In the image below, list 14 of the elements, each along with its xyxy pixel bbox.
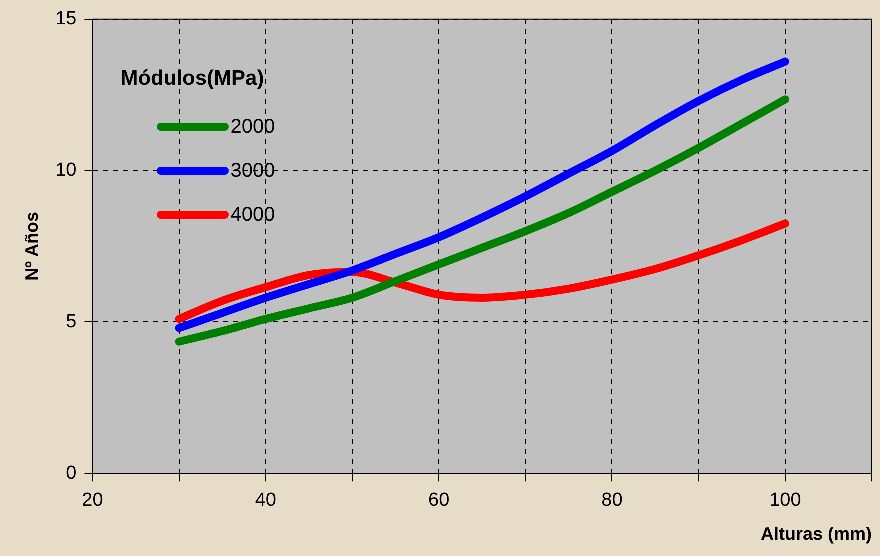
- y-tick-label: 0: [66, 462, 77, 484]
- legend-label: 4000: [230, 204, 276, 227]
- y-tick-label: 5: [66, 311, 77, 332]
- y-tick-label: 10: [56, 160, 77, 182]
- y-tick-label: 15: [56, 8, 77, 30]
- x-tick-label: 40: [255, 490, 276, 512]
- x-tick-label: 100: [770, 490, 802, 512]
- legend-label: 2000: [230, 116, 276, 139]
- legend-title: Módulos(MPa): [120, 67, 266, 92]
- x-tick-label: 60: [428, 490, 450, 512]
- x-tick-label: 80: [602, 490, 623, 512]
- x-axis-title: Alturas (mm): [760, 524, 872, 544]
- x-tick-label: 20: [82, 490, 104, 512]
- y-axis-title: Nº Años: [22, 212, 42, 281]
